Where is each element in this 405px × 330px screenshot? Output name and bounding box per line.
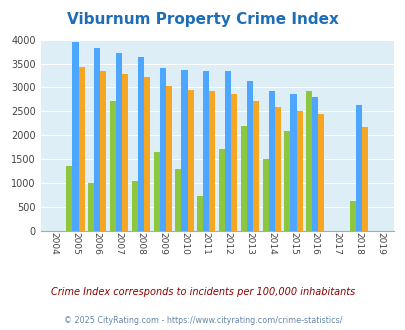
Bar bbox=[72, 42, 78, 231]
Bar bbox=[78, 67, 84, 231]
Bar bbox=[175, 169, 181, 231]
Bar bbox=[144, 78, 150, 231]
Bar bbox=[224, 71, 230, 231]
Bar bbox=[88, 183, 94, 231]
Bar bbox=[122, 74, 128, 231]
Bar bbox=[209, 91, 215, 231]
Bar bbox=[268, 91, 274, 231]
Bar bbox=[138, 57, 144, 231]
Bar bbox=[296, 112, 302, 231]
Bar bbox=[218, 149, 224, 231]
Bar bbox=[361, 127, 367, 231]
Text: Viburnum Property Crime Index: Viburnum Property Crime Index bbox=[67, 12, 338, 26]
Bar bbox=[159, 68, 165, 231]
Bar bbox=[100, 71, 106, 231]
Text: Crime Index corresponds to incidents per 100,000 inhabitants: Crime Index corresponds to incidents per… bbox=[51, 287, 354, 297]
Bar bbox=[203, 71, 209, 231]
Bar bbox=[240, 126, 246, 231]
Bar bbox=[262, 159, 268, 231]
Bar bbox=[355, 105, 361, 231]
Bar bbox=[252, 101, 258, 231]
Bar bbox=[94, 48, 100, 231]
Bar bbox=[165, 85, 171, 231]
Bar bbox=[197, 196, 203, 231]
Bar bbox=[66, 166, 72, 231]
Bar bbox=[230, 94, 237, 231]
Bar bbox=[131, 181, 138, 231]
Bar bbox=[246, 81, 252, 231]
Bar bbox=[116, 53, 122, 231]
Bar bbox=[305, 91, 311, 231]
Bar bbox=[284, 130, 290, 231]
Bar bbox=[349, 201, 355, 231]
Bar bbox=[187, 90, 193, 231]
Text: © 2025 CityRating.com - https://www.cityrating.com/crime-statistics/: © 2025 CityRating.com - https://www.city… bbox=[64, 315, 341, 325]
Bar bbox=[290, 94, 296, 231]
Bar bbox=[153, 152, 159, 231]
Bar bbox=[110, 101, 116, 231]
Bar bbox=[311, 97, 318, 231]
Bar bbox=[274, 107, 280, 231]
Bar bbox=[181, 70, 187, 231]
Bar bbox=[318, 114, 324, 231]
